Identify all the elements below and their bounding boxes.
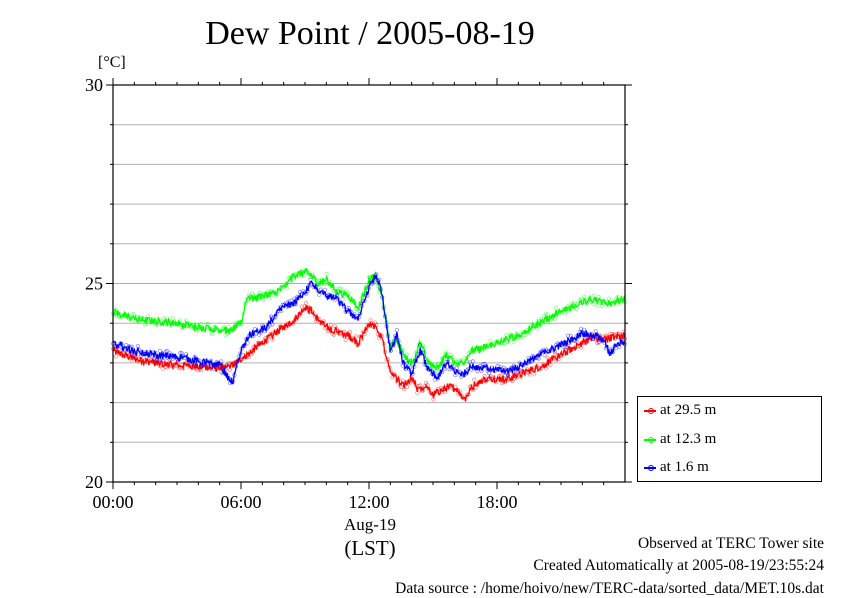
legend-label: at 12.3 m	[660, 431, 717, 447]
footer-created: Created Automatically at 2005-08-19/23:5…	[533, 557, 824, 574]
series-at-12.3-m	[110, 267, 628, 373]
data-point	[159, 359, 164, 364]
chart-title: Dew Point / 2005-08-19	[205, 15, 535, 52]
data-point	[472, 377, 477, 382]
data-point	[324, 271, 329, 276]
legend-swatch	[644, 406, 656, 416]
legend-item-29.5m: at 29.5 m	[644, 401, 716, 419]
x-tick-label: 00:00	[92, 492, 133, 512]
data-point	[596, 339, 601, 344]
legend-item-1.6m: at 1.6 m	[644, 458, 709, 476]
data-point	[404, 384, 410, 389]
y-tick-label: 20	[85, 472, 103, 492]
legend-item-12.3m: at 12.3 m	[644, 430, 716, 448]
series-at-1.6-m	[110, 272, 628, 385]
data-point	[536, 356, 541, 361]
series-layer	[110, 267, 628, 403]
data-point	[308, 305, 313, 311]
data-point	[157, 348, 162, 353]
data-point	[592, 293, 597, 298]
data-point	[394, 327, 399, 333]
data-point	[518, 374, 524, 379]
data-point	[358, 311, 363, 316]
data-point	[322, 287, 328, 292]
data-point	[593, 329, 598, 334]
data-point	[303, 300, 309, 306]
data-point	[194, 363, 199, 368]
tick-layer: 20 25 30 00:00 06:00 12:00 18:00	[85, 75, 632, 512]
y-axis-unit-label: [°C]	[98, 54, 126, 71]
data-point	[581, 338, 587, 343]
data-point	[482, 361, 487, 366]
legend: at 29.5 m at 12.3 m at 1.6 m	[637, 396, 822, 482]
data-point	[504, 367, 509, 372]
legend-label: at 29.5 m	[660, 402, 717, 418]
data-point	[261, 297, 266, 302]
data-point	[131, 353, 136, 359]
legend-label: at 1.6 m	[660, 459, 709, 475]
data-point	[211, 367, 216, 372]
y-tick-label: 25	[85, 274, 103, 294]
data-point	[252, 326, 257, 332]
series-line	[112, 274, 626, 385]
data-point	[548, 362, 553, 368]
data-point	[222, 364, 227, 369]
footer-source: Data source : /home/hoivo/new/TERC-data/…	[395, 580, 824, 597]
data-point	[502, 341, 508, 346]
data-point	[113, 354, 119, 359]
footer-observed: Observed at TERC Tower site	[637, 535, 824, 552]
legend-swatch	[644, 435, 656, 445]
data-point	[595, 303, 600, 308]
data-point	[227, 367, 233, 373]
data-point	[473, 385, 478, 390]
data-point	[545, 355, 550, 360]
data-point	[170, 316, 176, 321]
grid-layer	[113, 124, 625, 443]
x-tick-label: 18:00	[476, 492, 517, 512]
series-line	[112, 304, 626, 403]
data-point	[343, 337, 348, 343]
x-tick-label: 12:00	[348, 492, 389, 512]
data-point	[146, 314, 151, 319]
data-point	[527, 330, 533, 335]
data-point	[581, 294, 587, 299]
legend-swatch	[644, 463, 656, 473]
data-point	[353, 334, 358, 339]
data-point	[418, 343, 423, 348]
data-point	[127, 355, 132, 360]
data-point	[299, 304, 304, 309]
data-point	[306, 271, 312, 276]
data-point	[178, 350, 183, 355]
series-line	[112, 267, 626, 371]
data-point	[249, 291, 255, 296]
data-point	[284, 286, 290, 291]
data-point	[270, 322, 275, 327]
x-tick-label: 06:00	[220, 492, 261, 512]
x-axis-label: (LST)	[344, 536, 396, 560]
date-label: Aug-19	[344, 515, 396, 534]
y-tick-label: 30	[85, 75, 103, 95]
data-point	[191, 325, 196, 331]
data-point	[571, 306, 576, 311]
data-point	[470, 359, 475, 364]
